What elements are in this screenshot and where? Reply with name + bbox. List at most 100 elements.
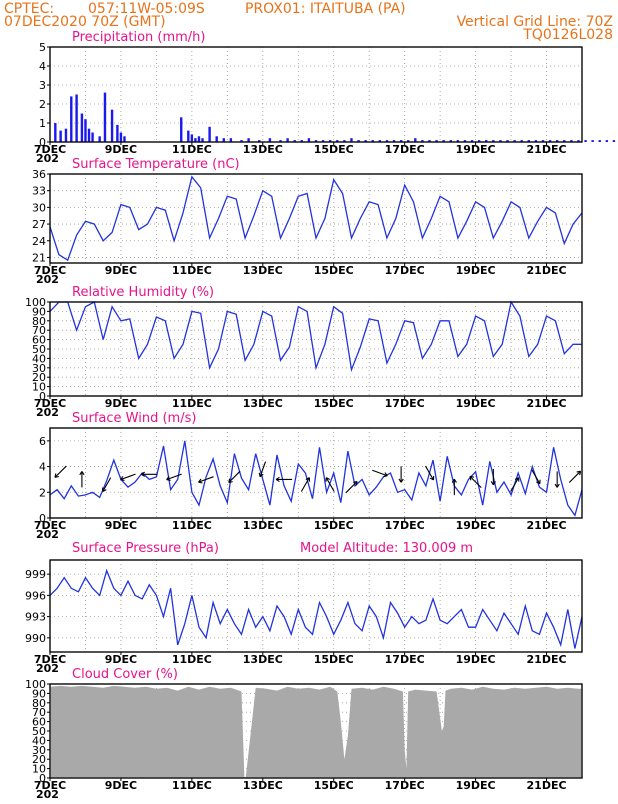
- y-tick-label: 990: [25, 632, 46, 645]
- wind-arrow-shaft: [102, 477, 112, 492]
- x-tick-label: 17DEC: [385, 143, 425, 156]
- wind-arrow-shaft: [300, 477, 310, 492]
- precip-bar: [442, 140, 445, 142]
- x-tick-label: 19DEC: [456, 143, 496, 156]
- y-tick-label: 0: [39, 136, 46, 149]
- precip-bar: [435, 140, 438, 142]
- x-tick-label: 15DEC: [314, 264, 354, 277]
- precip-bar: [485, 140, 488, 142]
- wind-arrow-head: [79, 471, 85, 476]
- precip-bar: [103, 92, 107, 142]
- precip-bar: [527, 140, 530, 142]
- precip-bar: [293, 140, 296, 142]
- wind-arrow-head: [536, 479, 541, 485]
- y-tick-label: 30: [32, 362, 46, 375]
- precip-bar: [343, 140, 346, 142]
- header-source: CPTEC:: [4, 1, 54, 17]
- y-tick-label: 100: [25, 296, 46, 309]
- wind-arrow-head: [429, 475, 435, 481]
- precip-bar: [229, 138, 233, 142]
- y-tick-label: 60: [32, 334, 46, 347]
- x-year-label: 202: [36, 273, 59, 286]
- x-tick-label: 17DEC: [385, 653, 425, 666]
- precip-bar: [392, 140, 396, 142]
- precip-bar: [470, 140, 474, 142]
- x-tick-label: 17DEC: [385, 397, 425, 410]
- precip-bar: [421, 140, 424, 142]
- y-tick-label: 0: [39, 390, 46, 403]
- header: CPTEC: 057:11W-05:09S PROX01: ITAITUBA (…: [4, 1, 613, 43]
- wind-arrow: [325, 477, 335, 492]
- precip-bar: [59, 130, 62, 142]
- precip-bar: [548, 140, 552, 142]
- x-tick-label: 11DEC: [172, 779, 212, 792]
- precip-bar: [371, 140, 374, 142]
- x-tick-label: 21DEC: [527, 397, 567, 410]
- y-tick-label: 70: [32, 706, 46, 719]
- x-tick-label: 9DEC: [105, 779, 137, 792]
- wind-arrow-head: [120, 476, 125, 481]
- x-tick-label: 7DEC: [34, 519, 66, 532]
- wind-arrow: [79, 471, 85, 488]
- wind-arrow-head: [353, 480, 358, 486]
- x-tick-label: 11DEC: [172, 397, 212, 410]
- plot-border: [49, 46, 583, 143]
- plot-border: [49, 173, 583, 264]
- y-tick-label: 0: [39, 512, 46, 525]
- x-tick-label: 19DEC: [456, 397, 496, 410]
- x-tick-label: 7DEC: [34, 779, 66, 792]
- x-tick-label: 19DEC: [456, 653, 496, 666]
- wind-arrow-head: [258, 472, 264, 478]
- panel-title: Surface Wind (m/s): [72, 411, 196, 426]
- y-tick-label: 3: [39, 79, 46, 92]
- wind-arrow: [490, 468, 496, 486]
- y-tick-label: 90: [32, 305, 46, 318]
- wind-arrow-head: [305, 477, 311, 482]
- precip-bar: [357, 140, 360, 142]
- precip-bar: [499, 140, 502, 142]
- precip-bar: [563, 140, 566, 142]
- precip-bar: [123, 136, 126, 142]
- x-tick-label: 9DEC: [105, 397, 137, 410]
- header-grid-line: Vertical Grid Line: 70Z: [457, 14, 613, 30]
- y-tick-label: 80: [32, 697, 46, 710]
- wind-arrow: [166, 473, 182, 481]
- precip-bar: [208, 126, 211, 142]
- x-tick-label: 11DEC: [172, 519, 212, 532]
- precip-bar: [194, 138, 197, 142]
- precip-bar: [70, 96, 73, 142]
- wind-arrow: [300, 477, 311, 492]
- y-tick-label: 10: [32, 763, 46, 776]
- y-tick-label: 40: [32, 734, 46, 747]
- precip-bar: [286, 138, 289, 142]
- x-tick-label: 11DEC: [172, 143, 212, 156]
- y-tick-label: 993: [25, 611, 46, 624]
- y-tick-label: 50: [32, 725, 46, 738]
- precip-bar: [407, 140, 410, 142]
- wind-arrow-shaft: [568, 470, 581, 483]
- wind-arrow: [141, 471, 158, 477]
- y-tick-label: 2: [39, 98, 46, 111]
- panel-5: 990 993 996 999 7DEC 9DEC 11DEC 13DEC 15DEC 17DEC…: [25, 541, 583, 675]
- precip-bar: [399, 140, 403, 142]
- x-year-label: 202: [36, 152, 59, 165]
- y-tick-label: 10: [32, 381, 46, 394]
- x-tick-label: 19DEC: [456, 264, 496, 277]
- y-tick-label: 4: [39, 461, 46, 474]
- wind-arrow: [531, 469, 541, 485]
- wind-arrow: [425, 465, 435, 481]
- y-tick-label: 33: [32, 185, 46, 198]
- y-tick-label: 0: [39, 772, 46, 785]
- precip-bar: [314, 140, 318, 142]
- wind-arrow-shaft: [120, 473, 136, 481]
- y-tick-label: 20: [32, 371, 46, 384]
- precip-bar: [300, 140, 304, 142]
- y-tick-label: 30: [32, 744, 46, 757]
- precip-bar: [116, 124, 119, 142]
- x-year-label: 202: [36, 406, 59, 419]
- precip-bar: [247, 138, 250, 142]
- wind-arrow-shaft: [510, 477, 520, 492]
- precip-bar: [520, 140, 523, 142]
- precip-bar: [612, 140, 616, 142]
